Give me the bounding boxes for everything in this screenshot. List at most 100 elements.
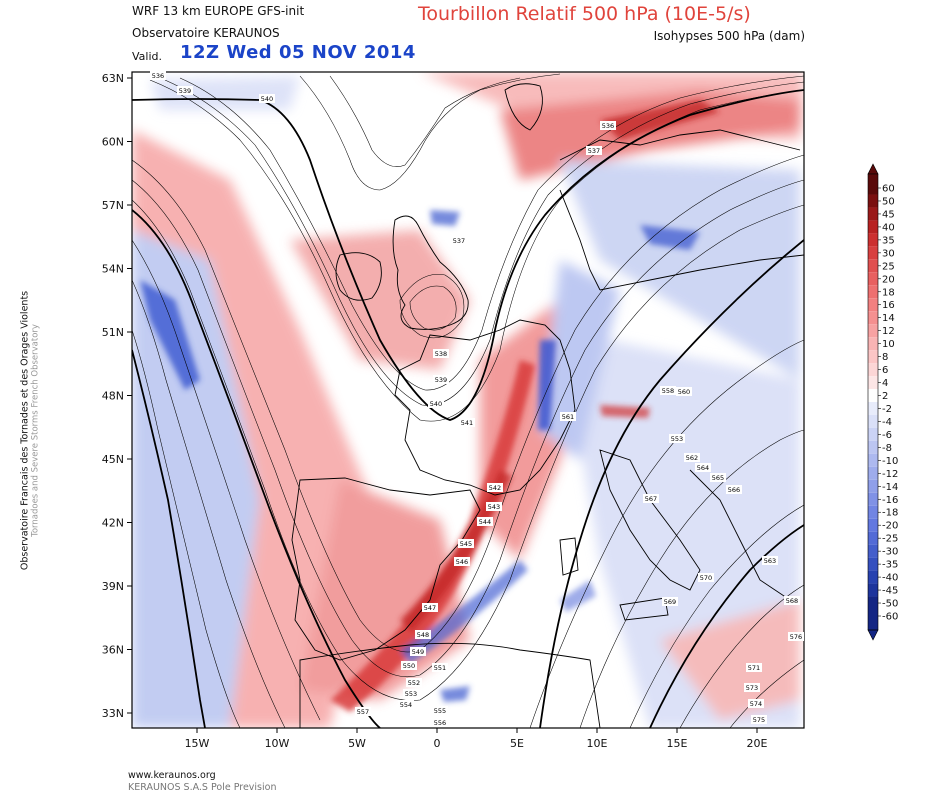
contour-label-text: 558 [662,387,674,395]
coast-ireland [335,252,382,301]
contour-label-text: 566 [728,486,740,494]
contour-label-text: 539 [179,87,191,95]
contour-label: 567 [643,494,659,503]
coast-france [394,319,576,496]
contour-label-text: 546 [456,558,468,566]
contour-label: 544 [477,517,493,526]
lat-tick-label: 54N [102,263,124,276]
lat-tick-label: 60N [102,136,124,149]
contour-label-text: 562 [686,454,698,462]
colorbar-label: 50 [882,196,895,207]
contour-label: 539 [177,86,193,95]
contour-label-text: 560 [678,388,690,396]
colorbar-label: 30 [882,248,895,259]
lat-tick-label: 51N [102,326,124,339]
contour-label: 545 [458,539,474,548]
contour-label: 540 [259,94,275,103]
colorbar-swatch [868,285,878,299]
model-label: WRF 13 km EUROPE GFS-init [132,4,305,18]
isohypse-bold-lines [132,89,804,728]
contour-label-text: 536 [152,72,164,80]
contour-label: 539 [433,375,449,384]
colorbar-swatch [868,531,878,545]
footer-url: www.keraunos.org [128,770,216,781]
coast-baltic [599,254,804,291]
lat-tick-label: 45N [102,453,124,466]
contour-label-text: 574 [750,700,762,708]
contour-label-text: 548 [417,631,429,639]
colorbar-label: -8 [882,443,892,454]
contour-label: 570 [698,573,714,582]
contour-label: 573 [744,683,760,692]
lon-tick-label: 20E [747,737,768,750]
coast-sicily [619,597,669,621]
contour-label-text: 537 [453,237,465,245]
contour-label: 568 [784,596,800,605]
colorbar-frame [867,173,879,631]
contour-label: 574 [748,699,764,708]
contour-label-text: 552 [408,679,420,687]
lat-tick-label: 42N [102,517,124,530]
contour-label-text: 551 [434,664,446,672]
coast-adriatic [689,469,791,601]
contour-label: 553 [669,434,685,443]
longitude-axis: 15W 10W 5W 0 5E 10E 15E 20E [185,728,768,750]
contour-label-text: 538 [435,350,447,358]
contour-label-text: 571 [748,664,760,672]
colorbar-swatch [868,518,878,532]
contour-label-text: 576 [790,633,802,641]
contour-label: 550 [401,661,417,670]
contour-label: 547 [422,603,438,612]
colorbar-label: -4 [882,417,892,428]
contour-label-text: 539 [435,376,447,384]
lat-tick-label: 57N [102,199,124,212]
colorbar-label: -40 [882,573,898,584]
colorbar-label: 45 [882,209,895,220]
colorbar-label: 4 [882,378,888,389]
contour-label-text: 568 [786,597,798,605]
colorbar-label: -45 [882,586,898,597]
contour-label: 548 [415,630,431,639]
map-subtitle: Isohypses 500 hPa (dam) [653,29,805,43]
contour-label: 563 [762,556,778,565]
lon-tick-label: 15E [667,737,688,750]
colorbar-swatch [868,440,878,454]
map-frame [131,71,805,729]
colorbar-label: -18 [882,508,898,519]
colorbar-swatch [868,350,878,364]
lon-tick-label: 10W [265,737,290,750]
colorbar-swatch [868,220,878,234]
contour-label: 555 [432,706,448,715]
contour-label-layer: 536 539 540 536 537 537 538 539 540 541 542 543 544 5… [150,71,804,727]
organization-label: Observatoire KERAUNOS [132,26,280,40]
contour-label: 569 [662,597,678,606]
contour-label: 565 [710,473,726,482]
colorbar-label: -12 [882,469,898,480]
colorbar-label: -35 [882,560,898,571]
contour-label-text: 536 [602,122,614,130]
coast-scandinavia [559,129,801,161]
contour-label-text: 575 [753,716,765,724]
colorbar-swatch [868,596,878,630]
colorbar-label: -50 [882,599,898,610]
contour-label: 552 [406,678,422,687]
coast-italy [599,449,701,591]
contour-label: 564 [695,463,711,472]
colorbar-swatch [868,402,878,415]
contour-label: 562 [684,453,700,462]
map-title: Tourbillon Relatif 500 hPa (10E-5/s) [418,3,751,25]
contour-label-text: 543 [488,503,500,511]
contour-label: 561 [560,412,576,421]
colorbar-label: -25 [882,534,898,545]
contour-label: 541 [459,418,475,427]
contour-label: 575 [751,715,767,724]
contour-label-text: 556 [434,719,446,727]
colorbar-swatch [868,259,878,273]
contour-label: 543 [486,502,502,511]
colorbar-label: 40 [882,222,895,233]
contour-label-text: 550 [403,662,415,670]
contour-label-text: 537 [588,147,600,155]
contour-label: 566 [726,485,742,494]
colorbar-swatch [868,479,878,493]
